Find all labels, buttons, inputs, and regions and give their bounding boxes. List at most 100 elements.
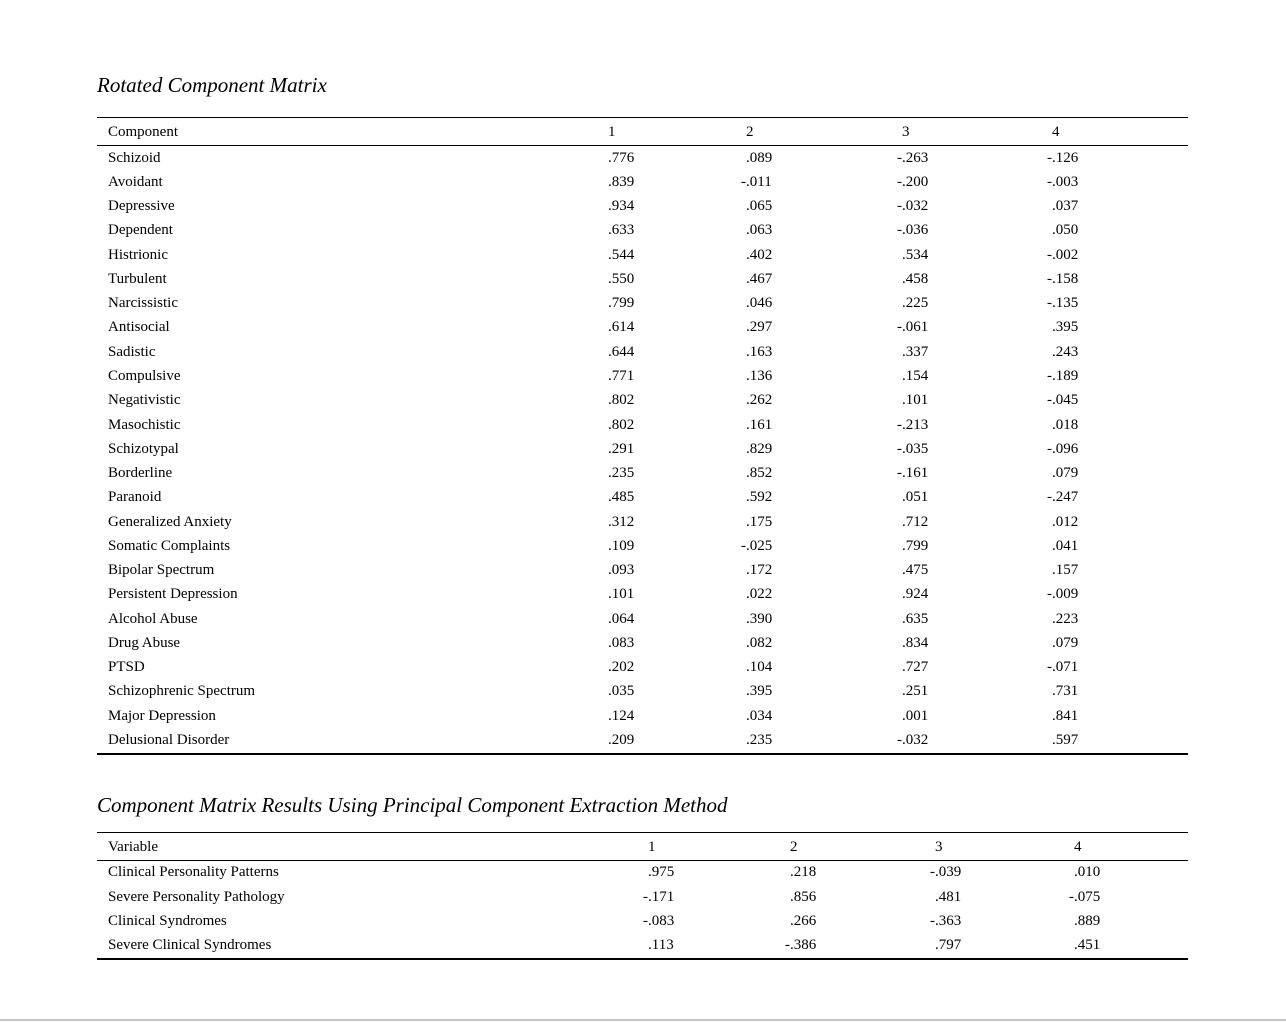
loading-value-cell: .035	[608, 683, 635, 700]
row-label-cell: Histrionic	[108, 246, 168, 263]
row-label-cell: Antisocial	[108, 319, 170, 336]
table-row: Histrionic .544 .402 .534 -.002	[97, 243, 1188, 267]
row-label-cell: Schizophrenic Spectrum	[108, 683, 256, 700]
table-row: Clinical Personality Patterns .975 .218 -.0…	[97, 860, 1188, 885]
component-column-header: 2	[746, 117, 902, 146]
loading-value-cell: .223	[1052, 610, 1079, 627]
row-label-cell: Depressive	[108, 198, 175, 215]
loading-value-cell: .934	[608, 198, 635, 215]
loading-value-cell: .633	[608, 222, 635, 239]
loading-value-cell: .022	[746, 586, 773, 603]
loading-value-cell: -.161	[897, 465, 929, 482]
table-row: Borderline .235 .852 -.161 .079	[97, 461, 1188, 485]
loading-value-cell: .063	[746, 222, 773, 239]
loading-value-cell: .451	[1074, 937, 1101, 954]
component-column-header: 4	[1074, 832, 1188, 861]
loading-value-cell: .771	[608, 368, 635, 385]
loading-value-cell: .093	[608, 562, 635, 579]
loading-value-cell: .136	[746, 368, 773, 385]
loading-value-cell: .101	[608, 586, 635, 603]
loading-value-cell: .010	[1074, 864, 1101, 881]
row-label-cell: Persistent Depression	[108, 586, 238, 603]
row-label-cell: Sadistic	[108, 343, 156, 360]
header-row: Component 1 2 3 4	[97, 117, 1188, 146]
table-row: Sadistic .644 .163 .337 .243	[97, 340, 1188, 364]
loading-value-cell: -.025	[741, 537, 773, 554]
loading-value-cell: .797	[935, 937, 962, 954]
loading-value-cell: .018	[1052, 416, 1079, 433]
loading-value-cell: -.009	[1047, 586, 1079, 603]
loading-value-cell: .592	[746, 489, 773, 506]
loading-value-cell: .124	[608, 707, 635, 724]
loading-value-cell: -.036	[897, 222, 929, 239]
loading-value-cell: .064	[608, 610, 635, 627]
loading-value-cell: .235	[746, 732, 773, 748]
table-row: Persistent Depression .101 .022 .924 -.009	[97, 583, 1188, 607]
loading-value-cell: -.032	[897, 198, 929, 215]
loading-value-cell: -.096	[1047, 440, 1079, 457]
table-row: Delusional Disorder .209 .235 -.032 .597	[97, 728, 1188, 753]
loading-value-cell: .829	[746, 440, 773, 457]
loading-value-cell: .395	[1052, 319, 1079, 336]
loading-value-cell: .202	[608, 659, 635, 676]
component-column-header: 4	[1052, 117, 1188, 146]
loading-value-cell: .550	[608, 270, 635, 287]
loading-value-cell: .856	[790, 888, 817, 905]
loading-value-cell: .635	[902, 610, 929, 627]
loading-value-cell: -.158	[1047, 270, 1079, 287]
loading-value-cell: .172	[746, 562, 773, 579]
loading-value-cell: .083	[608, 634, 635, 651]
loading-value-cell: .041	[1052, 537, 1079, 554]
row-label-cell: Severe Clinical Syndromes	[108, 937, 272, 954]
component-column-header: 3	[935, 832, 1074, 861]
table-row: Masochistic .802 .161 -.213 .018	[97, 413, 1188, 437]
loading-value-cell: .402	[746, 246, 773, 263]
table-row: Compulsive .771 .136 .154 -.189	[97, 364, 1188, 388]
component-column-header: 3	[902, 117, 1052, 146]
loading-value-cell: .235	[608, 465, 635, 482]
loading-value-cell: -.386	[785, 937, 817, 954]
loading-value-cell: .544	[608, 246, 635, 263]
table-row: Narcissistic .799 .046 .225 -.135	[97, 292, 1188, 316]
loading-value-cell: .157	[1052, 562, 1079, 579]
loading-value-cell: .481	[935, 888, 962, 905]
loading-value-cell: -.135	[1047, 295, 1079, 312]
loading-value-cell: -.083	[643, 912, 675, 929]
loading-value-cell: .852	[746, 465, 773, 482]
loading-value-cell: .312	[608, 513, 635, 530]
loading-value-cell: .644	[608, 343, 635, 360]
loading-value-cell: .034	[746, 707, 773, 724]
loading-value-cell: -.045	[1047, 392, 1079, 409]
loading-value-cell: .089	[746, 149, 773, 166]
rotated-component-matrix-table: Component 1 2 3 4 Schizoid .776 .089 -.263 -.126…	[97, 117, 1188, 755]
loading-value-cell: .841	[1052, 707, 1079, 724]
loading-value-cell: .109	[608, 537, 635, 554]
loading-value-cell: .046	[746, 295, 773, 312]
table2-header: Variable 1 2 3 4	[97, 832, 1188, 861]
loading-value-cell: -.363	[930, 912, 962, 929]
row-label-cell: Borderline	[108, 465, 173, 482]
loading-value-cell: .924	[902, 586, 929, 603]
loading-value-cell: .727	[902, 659, 929, 676]
loading-value-cell: .802	[608, 416, 635, 433]
page-bottom-edge	[0, 1019, 1286, 1021]
loading-value-cell: .291	[608, 440, 635, 457]
table1-header: Component 1 2 3 4	[97, 117, 1188, 146]
loading-value-cell: .262	[746, 392, 773, 409]
row-label-cell: Dependent	[108, 222, 173, 239]
loading-value-cell: .597	[1052, 732, 1079, 748]
table-row: PTSD .202 .104 .727 -.071	[97, 656, 1188, 680]
table-row: Major Depression .124 .034 .001 .841	[97, 704, 1188, 728]
loading-value-cell: -.075	[1069, 888, 1101, 905]
table-row: Severe Clinical Syndromes .113 -.386 .797 .4…	[97, 934, 1188, 959]
row-label-cell: Bipolar Spectrum	[108, 562, 215, 579]
loading-value-cell: -.126	[1047, 149, 1079, 166]
table-row: Schizophrenic Spectrum .035 .395 .251 .731	[97, 680, 1188, 704]
loading-value-cell: -.061	[897, 319, 929, 336]
table-row: Schizotypal .291 .829 -.035 -.096	[97, 437, 1188, 461]
row-label-cell: Clinical Syndromes	[108, 912, 227, 929]
row-label-cell: Turbulent	[108, 270, 167, 287]
loading-value-cell: .079	[1052, 465, 1079, 482]
loading-value-cell: .467	[746, 270, 773, 287]
